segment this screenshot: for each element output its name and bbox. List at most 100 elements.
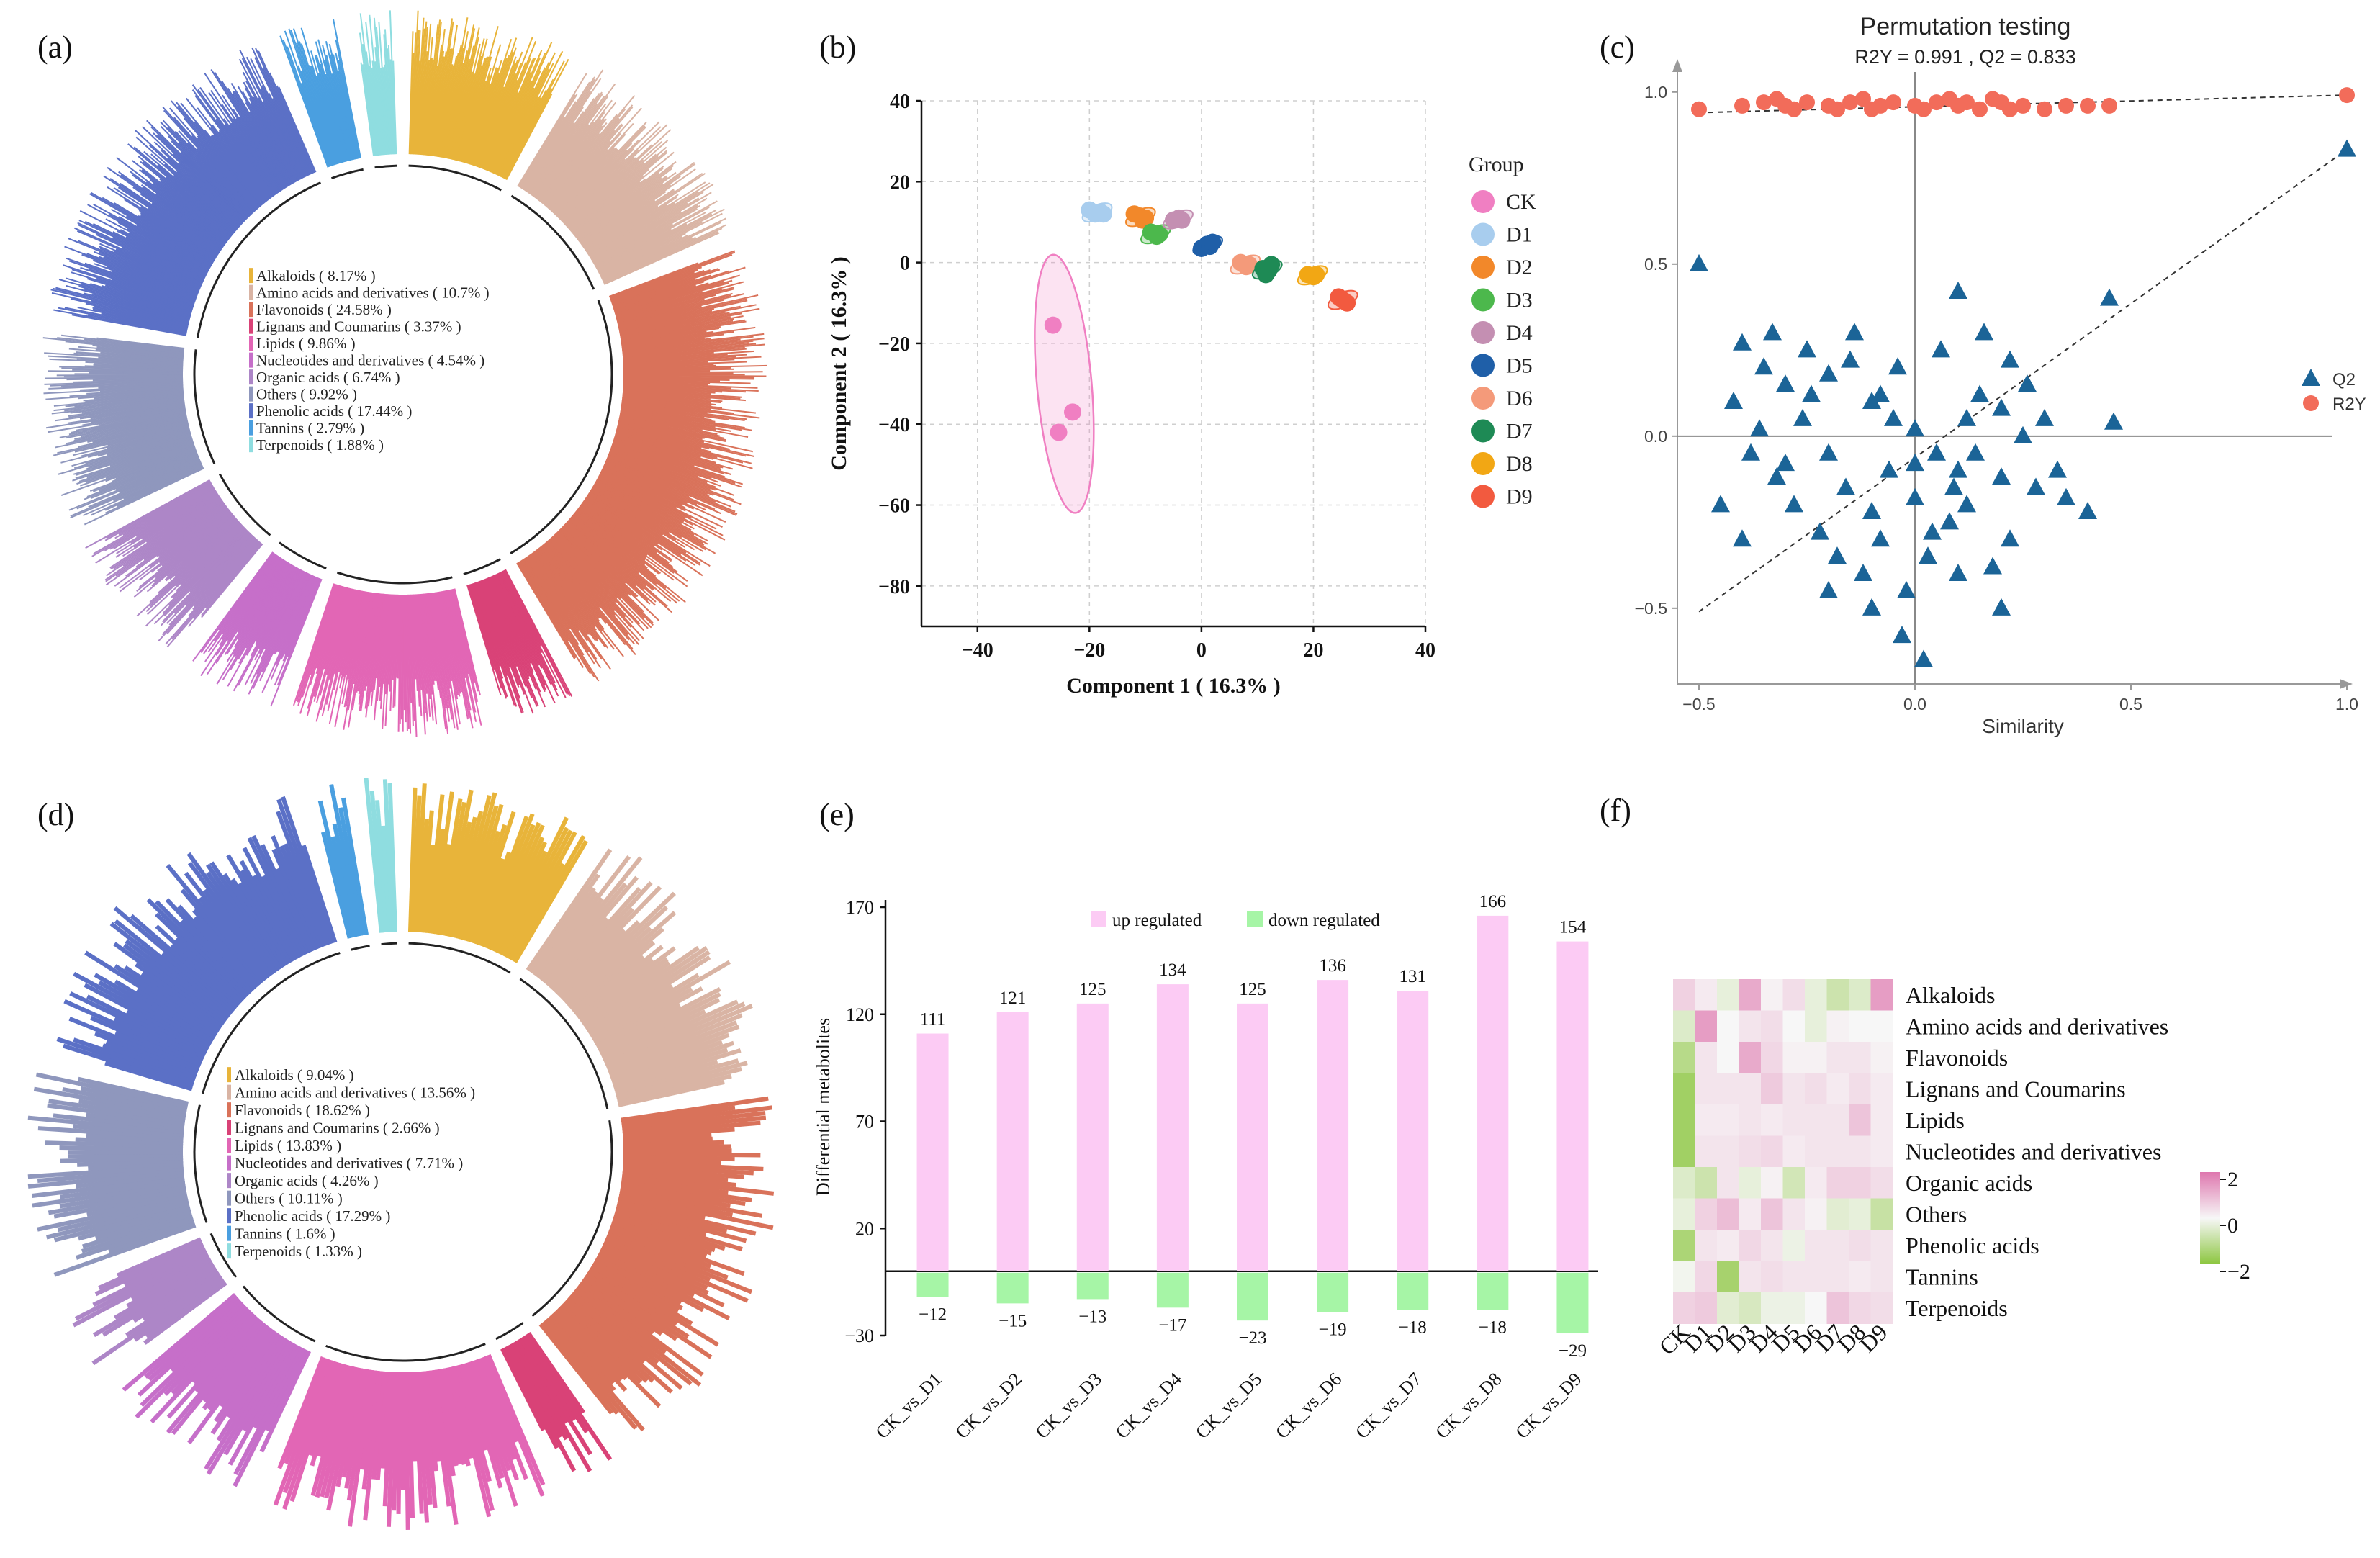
- bar-lipids: [414, 594, 423, 716]
- bar-phenolic-acids: [81, 253, 197, 299]
- y-tick-label: 170: [846, 897, 874, 918]
- bar-flavonoids: [556, 531, 652, 629]
- bar-lipids: [405, 594, 410, 729]
- bar-lipids: [399, 594, 402, 724]
- bar-alkaloids: [453, 73, 475, 161]
- bar-others: [85, 361, 184, 367]
- bar-alkaloids: [429, 50, 445, 156]
- segment-amino-acids-and-derivatives: [517, 69, 727, 285]
- segment-others: [42, 334, 204, 526]
- inner-ring-arc: [325, 1343, 486, 1362]
- heatmap-cell: [1805, 1010, 1827, 1043]
- bar-nucleotides-and-derivatives: [200, 557, 281, 677]
- heatmap-cell: [1739, 1104, 1762, 1136]
- heatmap-cell: [1870, 1042, 1893, 1073]
- bar-alkaloids: [436, 24, 459, 157]
- bar-flavonoids: [598, 476, 685, 523]
- heatmap-cell: [1826, 1073, 1849, 1105]
- bar-flavonoids: [559, 528, 644, 613]
- bar-label-down-ck-vs-d6: −19: [1319, 1320, 1347, 1339]
- bar-phenolic-acids: [212, 125, 270, 200]
- bar-organic-acids: [119, 506, 228, 589]
- bar-down-ck-vs-d9: [1556, 1272, 1589, 1334]
- bar-flavonoids: [613, 281, 705, 310]
- bar-flavonoids: [623, 1151, 761, 1158]
- point-q2: [1884, 408, 1903, 426]
- bar-others: [74, 416, 187, 440]
- bar-phenolic-acids: [149, 145, 240, 228]
- bar-flavonoids: [623, 380, 711, 384]
- bar-terpenoids: [371, 60, 383, 156]
- bar-alkaloids: [418, 51, 428, 155]
- bar-phenolic-acids: [271, 848, 319, 950]
- bar-lipids: [347, 591, 369, 711]
- bar-flavonoids: [623, 1163, 754, 1176]
- bar-flavonoids: [587, 1269, 690, 1339]
- bar-flavonoids: [618, 1194, 774, 1230]
- bar-phenolic-acids: [84, 288, 191, 318]
- bar-amino-acids-and-derivatives: [520, 81, 590, 189]
- bar-amino-acids-and-derivatives: [549, 887, 641, 990]
- bar-others: [86, 387, 184, 395]
- bar-alkaloids: [441, 789, 474, 936]
- point-q2: [1906, 454, 1924, 472]
- bar-lignans-and-coumarins: [471, 583, 504, 679]
- bar-flavonoids: [616, 287, 735, 320]
- bar-lipids: [325, 587, 350, 675]
- bar-nucleotides-and-derivatives: [219, 1330, 277, 1408]
- bar-lignans-and-coumarins: [477, 581, 511, 668]
- bar-nucleotides-and-derivatives: [200, 551, 274, 653]
- bar-alkaloids: [472, 55, 510, 166]
- segment-flavonoids: [538, 1096, 775, 1432]
- bar-others: [47, 1103, 185, 1126]
- heatmap-cell: [1739, 1073, 1762, 1105]
- bar-alkaloids: [455, 792, 497, 940]
- bar-others: [78, 1099, 186, 1120]
- bar-amino-acids-and-derivatives: [610, 1032, 730, 1080]
- bar-flavonoids: [608, 452, 742, 505]
- bar-tannins: [284, 30, 333, 166]
- bar-flavonoids: [597, 477, 695, 530]
- segment-alkaloids: [408, 10, 569, 181]
- bar-others: [105, 446, 196, 479]
- bar-phenolic-acids: [261, 875, 306, 957]
- bar-amino-acids-and-derivatives: [592, 197, 700, 263]
- bar-flavonoids: [562, 525, 639, 598]
- bar-tannins: [341, 797, 369, 935]
- bar-amino-acids-and-derivatives: [535, 121, 595, 199]
- legend-label-organic-acids: Organic acids ( 6.74% ): [256, 369, 400, 386]
- bar-organic-acids: [157, 511, 232, 572]
- legend-label-terpenoids: Terpenoids ( 1.33% ): [235, 1243, 362, 1260]
- bar-phenolic-acids: [279, 845, 324, 948]
- bar-lipids: [423, 1371, 438, 1472]
- bar-phenolic-acids: [233, 118, 282, 192]
- bar-flavonoids: [573, 1288, 693, 1386]
- bar-phenolic-acids: [90, 192, 214, 264]
- bar-lipids: [470, 1360, 512, 1472]
- bar-phenolic-acids: [262, 102, 304, 179]
- bar-flavonoids: [621, 1177, 729, 1195]
- bar-others: [96, 337, 185, 349]
- panel-letter-e: (e): [819, 797, 855, 832]
- bar-alkaloids: [502, 60, 565, 179]
- bar-organic-acids: [158, 521, 240, 593]
- bar-organic-acids: [153, 515, 235, 583]
- heatmap-cell: [1739, 979, 1762, 1011]
- bar-alkaloids: [493, 70, 541, 174]
- bar-phenolic-acids: [69, 991, 206, 1060]
- bar-organic-acids: [91, 1274, 222, 1366]
- colorbar-tick-label: 2: [2227, 1168, 2238, 1192]
- legend-label-amino-acids-and-derivatives: Amino acids and derivatives ( 10.7% ): [256, 284, 490, 302]
- bar-flavonoids: [580, 1279, 655, 1335]
- bar-alkaloids: [497, 816, 569, 955]
- bar-nucleotides-and-derivatives: [244, 570, 305, 685]
- bar-nucleotides-and-derivatives: [227, 566, 296, 687]
- bar-phenolic-acids: [205, 863, 281, 971]
- bar-terpenoids: [380, 68, 388, 155]
- heatmap-cell: [1695, 1292, 1718, 1324]
- bar-phenolic-acids: [171, 140, 249, 219]
- bar-phenolic-acids: [96, 278, 194, 310]
- bar-others: [37, 1167, 184, 1183]
- legend: Alkaloids ( 8.17% )Amino acids and deriv…: [249, 267, 490, 454]
- bar-amino-acids-and-derivatives: [569, 156, 659, 232]
